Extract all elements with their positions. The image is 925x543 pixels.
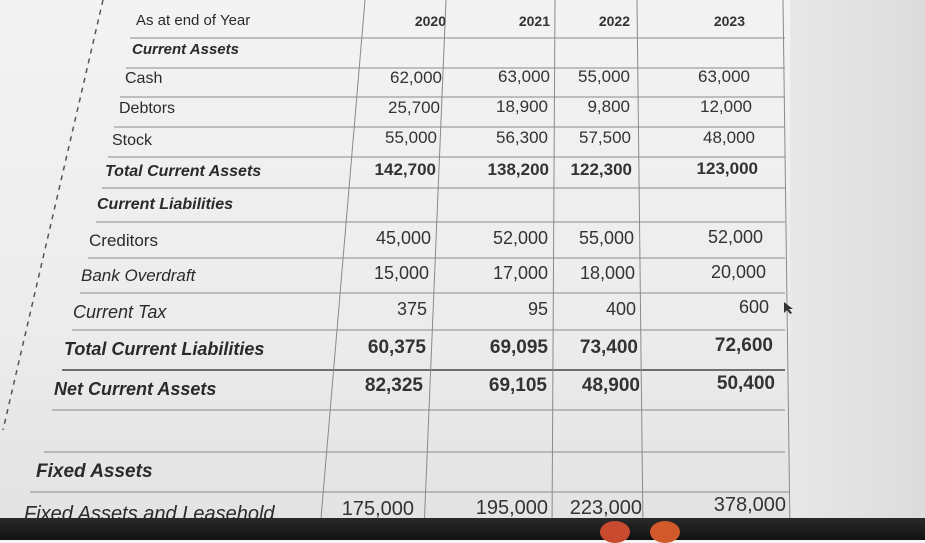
cell-total-current-liabilities-2022: 73,400 xyxy=(579,337,638,358)
cell-fixed-assets-leasehold-2021: 195,000 xyxy=(475,497,548,519)
cell-debtors-2021: 18,900 xyxy=(496,97,548,116)
cell-cash-2021: 63,000 xyxy=(498,67,550,86)
cell-fixed-assets-leasehold-2023: 378,000 xyxy=(713,494,786,516)
cell-total-current-assets-2021: 138,200 xyxy=(487,160,549,179)
cell-total-current-liabilities-2023: 72,600 xyxy=(714,335,773,356)
year-2022-header: 2022 xyxy=(598,13,630,29)
row-label-creditors: Creditors xyxy=(89,231,158,250)
row-label-bank-overdraft: Bank Overdraft xyxy=(81,266,196,285)
cell-bank-overdraft-2023: 20,000 xyxy=(710,262,766,282)
cell-fixed-assets-leasehold-2022: 223,000 xyxy=(569,497,642,519)
cell-net-current-assets-2023: 50,400 xyxy=(716,373,775,394)
cell-creditors-2023: 52,000 xyxy=(707,227,763,247)
cell-current-tax-2020: 375 xyxy=(396,299,427,319)
cell-stock-2021: 56,300 xyxy=(496,128,548,147)
year-2021-header: 2021 xyxy=(518,13,550,29)
cell-bank-overdraft-2020: 15,000 xyxy=(373,263,429,283)
dashed-guide xyxy=(2,0,104,431)
cell-current-tax-2022: 400 xyxy=(605,299,636,319)
cell-total-current-assets-2023: 123,000 xyxy=(696,159,758,178)
monitor-bezel xyxy=(0,518,925,543)
cell-debtors-2022: 9,800 xyxy=(587,97,630,116)
cell-current-tax-2021: 95 xyxy=(527,299,548,319)
cell-net-current-assets-2020: 82,325 xyxy=(364,375,423,396)
section-current-liabilities: Current Liabilities xyxy=(97,196,234,213)
cell-total-current-liabilities-2020: 60,375 xyxy=(367,337,426,358)
cell-creditors-2022: 55,000 xyxy=(578,228,634,248)
cell-bank-overdraft-2022: 18,000 xyxy=(579,263,635,283)
taskbar-icon xyxy=(600,521,630,543)
row-label-debtors: Debtors xyxy=(119,100,176,117)
header-label: As at end of Year xyxy=(136,12,251,29)
row-label-cash: Cash xyxy=(125,70,163,87)
cell-total-current-assets-2022: 122,300 xyxy=(570,160,632,179)
row-label-total-current-liabilities: Total Current Liabilities xyxy=(64,339,265,359)
row-label-stock: Stock xyxy=(112,132,153,149)
cell-debtors-2020: 25,700 xyxy=(388,98,440,117)
cell-fixed-assets-leasehold-2020: 175,000 xyxy=(341,498,414,520)
cell-creditors-2021: 52,000 xyxy=(492,228,548,248)
cell-creditors-2020: 45,000 xyxy=(375,228,431,248)
mouse-pointer-icon xyxy=(783,301,795,318)
taskbar-icon xyxy=(650,521,680,543)
cell-cash-2023: 63,000 xyxy=(698,67,750,86)
cell-net-current-assets-2022: 48,900 xyxy=(581,375,640,396)
cell-stock-2023: 48,000 xyxy=(703,128,755,147)
row-label-current-tax: Current Tax xyxy=(73,302,167,322)
section-fixed-assets: Fixed Assets xyxy=(36,461,153,482)
year-2020-header: 2020 xyxy=(414,13,446,29)
cell-total-current-liabilities-2021: 69,095 xyxy=(489,337,548,358)
cell-net-current-assets-2021: 69,105 xyxy=(488,375,547,396)
cell-stock-2020: 55,000 xyxy=(385,128,437,147)
year-2023-header: 2023 xyxy=(713,13,745,29)
cell-total-current-assets-2020: 142,700 xyxy=(374,160,436,179)
row-label-net-current-assets: Net Current Assets xyxy=(54,379,217,399)
cell-cash-2020: 62,000 xyxy=(390,68,442,87)
background-window xyxy=(790,0,925,520)
section-current-assets: Current Assets xyxy=(132,41,239,58)
cell-cash-2022: 55,000 xyxy=(578,67,630,86)
cell-debtors-2023: 12,000 xyxy=(700,97,752,116)
cell-stock-2022: 57,500 xyxy=(579,128,631,147)
row-label-total-current-assets: Total Current Assets xyxy=(105,163,262,180)
cell-current-tax-2023: 600 xyxy=(738,297,769,317)
cell-bank-overdraft-2021: 17,000 xyxy=(492,263,548,283)
